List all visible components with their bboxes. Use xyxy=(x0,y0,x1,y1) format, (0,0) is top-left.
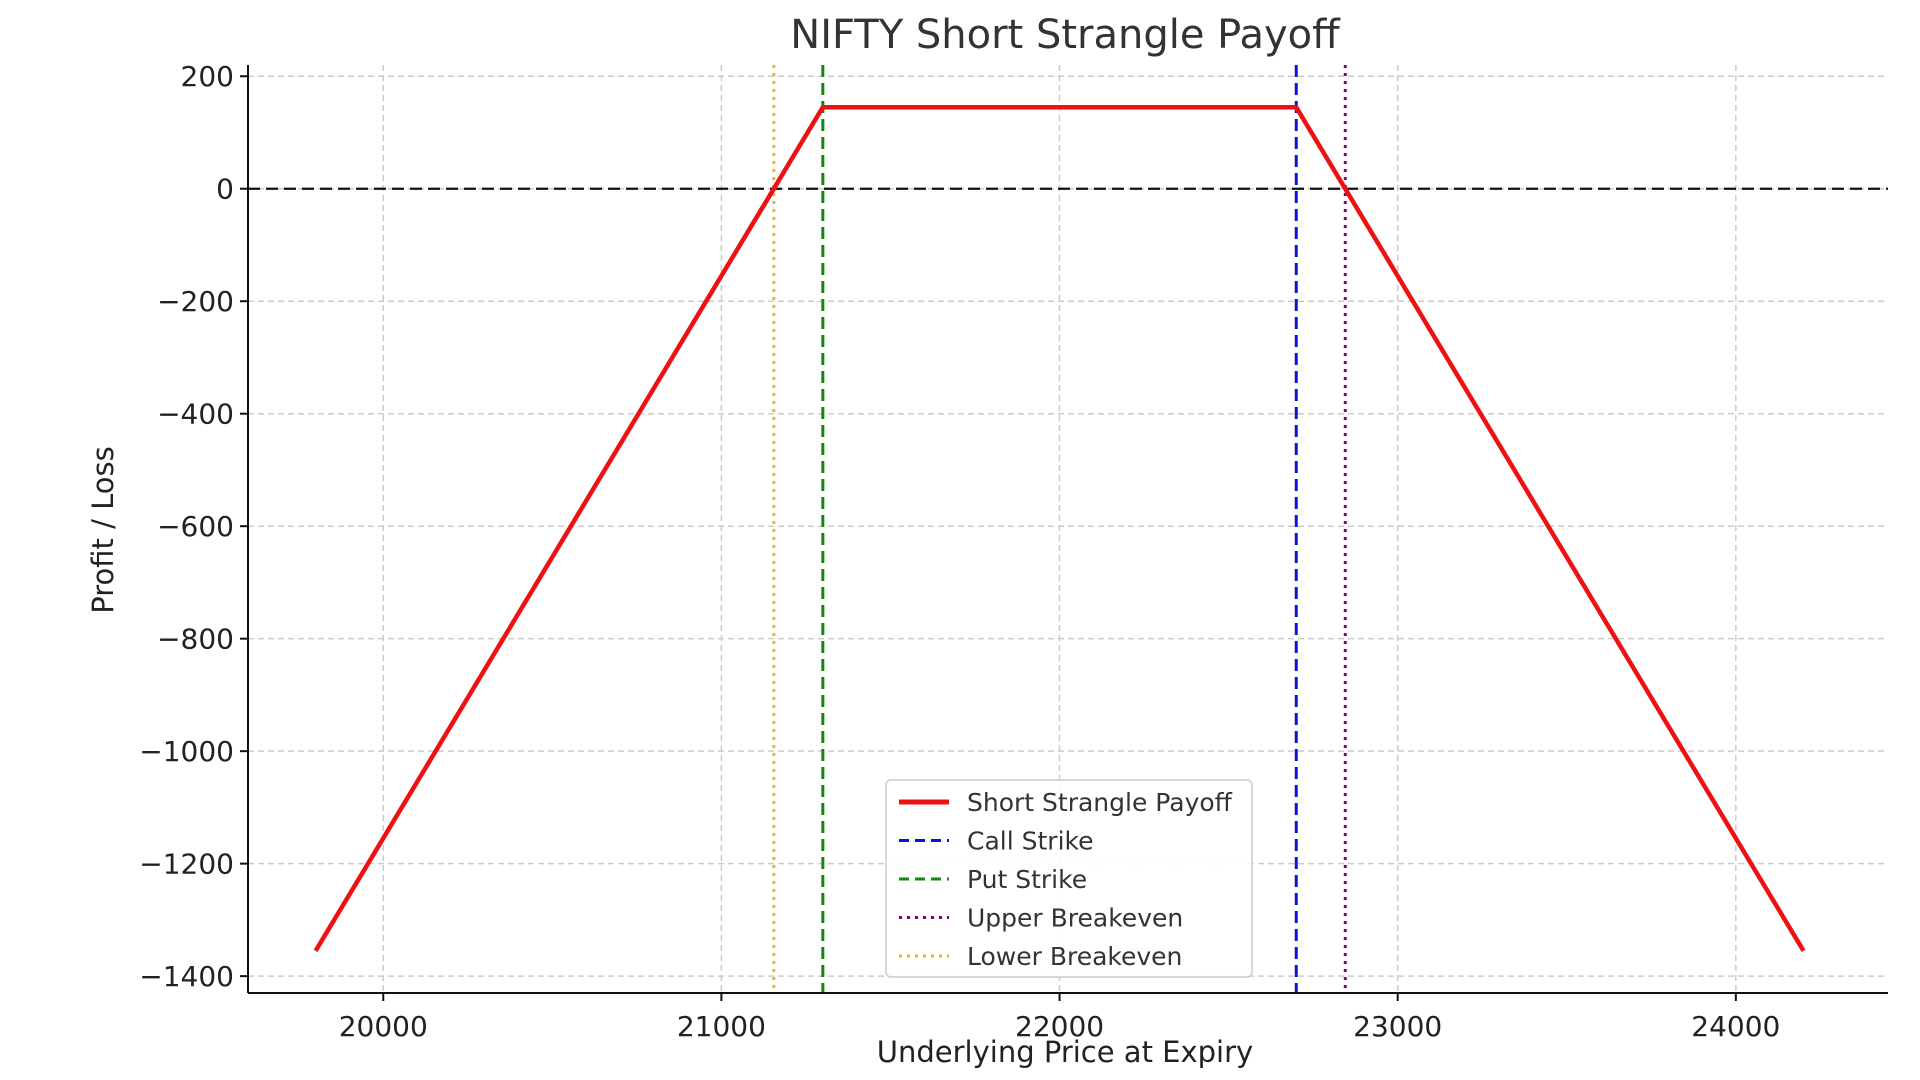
legend-item-upper-breakeven: Upper Breakeven xyxy=(899,904,1183,933)
y-tick-label: −400 xyxy=(157,398,234,431)
legend-items: Short Strangle Payoff Call Strike Put Stri… xyxy=(899,788,1233,971)
legend-item-short-strangle-payoff: Short Strangle Payoff xyxy=(899,788,1233,817)
y-axis-ticks: 200 0 −200 −400 −600 −800 −1000 −1200 −1400 xyxy=(139,60,248,993)
y-tick-label: −1200 xyxy=(139,848,234,881)
y-tick-label: −600 xyxy=(157,510,234,543)
legend-label: Short Strangle Payoff xyxy=(967,788,1233,817)
y-tick-label: 200 xyxy=(181,60,234,93)
x-tick-label: 23000 xyxy=(1353,1010,1442,1043)
x-axis-ticks: 20000 21000 22000 23000 24000 xyxy=(339,993,1780,1043)
legend-label: Upper Breakeven xyxy=(967,904,1183,933)
x-tick-label: 24000 xyxy=(1691,1010,1780,1043)
plot-axes xyxy=(247,65,1888,994)
legend-item-lower-breakeven: Lower Breakeven xyxy=(899,942,1182,971)
y-tick-label: −800 xyxy=(157,623,234,656)
legend-item-call-strike: Call Strike xyxy=(899,827,1093,856)
y-tick-label: −1000 xyxy=(139,735,234,768)
legend-label: Put Strike xyxy=(967,865,1087,894)
legend: Short Strangle Payoff Call Strike Put Stri… xyxy=(885,779,1253,978)
x-axis-label: Underlying Price at Expiry xyxy=(877,1035,1253,1069)
y-tick-label: −1400 xyxy=(139,960,234,993)
legend-label: Lower Breakeven xyxy=(967,942,1182,971)
x-tick-label: 20000 xyxy=(339,1010,428,1043)
payoff-series xyxy=(313,104,1806,952)
legend-item-put-strike: Put Strike xyxy=(899,865,1087,894)
x-tick-label: 22000 xyxy=(1015,1010,1104,1043)
x-tick-label: 21000 xyxy=(677,1010,766,1043)
legend-label: Call Strike xyxy=(967,827,1093,856)
y-tick-label: 0 xyxy=(216,173,234,206)
y-axis-label: Profit / Loss xyxy=(86,446,120,613)
y-tick-label: −200 xyxy=(157,285,234,318)
chart-title: NIFTY Short Strangle Payoff xyxy=(790,12,1341,58)
legend-box xyxy=(885,779,1253,978)
reference-lines xyxy=(772,65,1347,993)
series-line-short-strangle-payoff xyxy=(313,104,1806,952)
